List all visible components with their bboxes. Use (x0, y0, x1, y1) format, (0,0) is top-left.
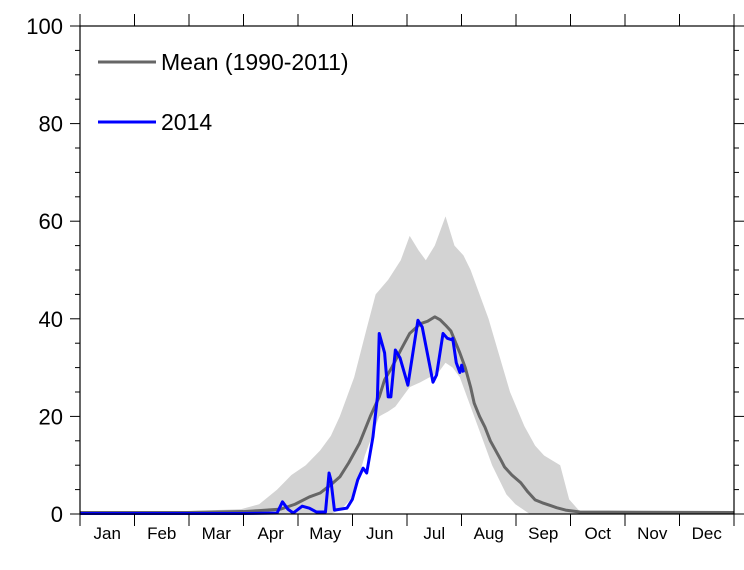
legend: Mean (1990-2011) 2014 (98, 49, 349, 135)
y-tick-label: 40 (39, 307, 63, 332)
x-month-label: Jul (423, 524, 445, 543)
x-month-label: Apr (258, 524, 285, 543)
x-month-label: Jun (366, 524, 393, 543)
y-tick-label: 20 (39, 404, 63, 429)
mean-range-band-layer (80, 216, 734, 514)
x-month-label: Aug (474, 524, 504, 543)
legend-label-2014: 2014 (161, 109, 212, 135)
x-month-label: Nov (637, 524, 668, 543)
x-month-label: Oct (585, 524, 612, 543)
series-line-mean (80, 315, 735, 515)
y-tick-label: 80 (39, 112, 63, 137)
y-tick-label: 100 (26, 14, 63, 39)
series-layer (80, 315, 735, 516)
x-month-label: Mar (202, 524, 232, 543)
x-month-label: Sep (528, 524, 558, 543)
y-tick-label: 60 (39, 209, 63, 234)
x-month-label: Feb (147, 524, 176, 543)
axes-layer: 0 20 40 60 80 100 Jan Feb Mar Apr May Jun Jul Aug Sep O… (26, 14, 744, 543)
mean-range-band (80, 216, 734, 514)
x-month-label: Dec (692, 524, 723, 543)
y-tick-label: 0 (51, 502, 63, 527)
legend-label-mean: Mean (1990-2011) (161, 49, 349, 75)
x-month-label: May (309, 524, 342, 543)
series-line-2014 (80, 318, 465, 516)
x-month-label: Jan (94, 524, 121, 543)
